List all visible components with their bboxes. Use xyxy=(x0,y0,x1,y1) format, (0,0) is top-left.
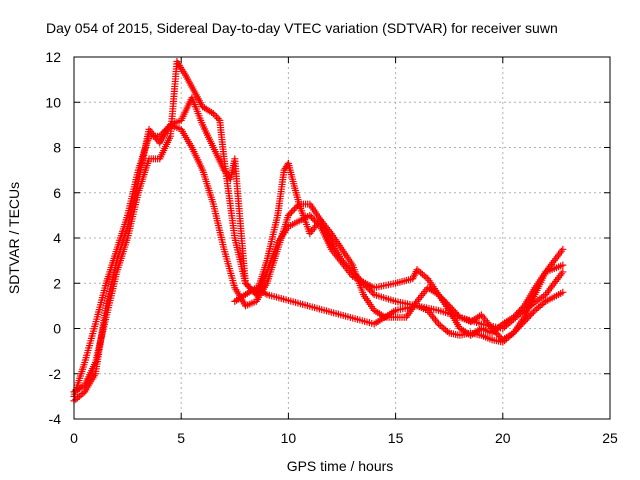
data-point-marker xyxy=(496,333,504,341)
data-point-marker xyxy=(209,110,217,118)
data-point-marker xyxy=(514,324,522,332)
data-point-marker xyxy=(510,313,518,321)
x-tick-label: 0 xyxy=(70,430,78,446)
data-point-marker xyxy=(286,210,294,218)
data-point-marker xyxy=(528,310,536,318)
data-point-marker xyxy=(513,310,521,318)
data-point-marker xyxy=(242,279,250,287)
data-point-marker xyxy=(287,208,295,216)
y-axis-label: SDTVAR / TECUs xyxy=(6,182,22,294)
series-track-b xyxy=(70,58,567,396)
chart-title: Day 054 of 2015, Sidereal Day-to-day VTE… xyxy=(46,20,558,36)
data-point-marker xyxy=(513,326,521,334)
x-tick-label: 10 xyxy=(281,430,297,446)
x-axis-label: GPS time / hours xyxy=(287,458,394,474)
data-point-marker xyxy=(214,115,222,123)
x-tick-label: 5 xyxy=(177,430,185,446)
data-point-marker xyxy=(511,327,519,335)
y-tick-label: 2 xyxy=(53,275,61,291)
grid xyxy=(74,57,610,419)
data-point-marker xyxy=(291,205,299,213)
data-point-marker xyxy=(213,113,221,121)
data-point-marker xyxy=(454,312,462,320)
x-tick-labels: 0 5 10 15 20 25 xyxy=(70,430,618,446)
data-point-marker xyxy=(510,329,518,337)
data-point-marker xyxy=(523,314,531,322)
data-point-marker xyxy=(525,313,533,321)
data-point-marker xyxy=(559,268,567,276)
data-point-marker xyxy=(519,303,527,311)
data-point-marker xyxy=(289,207,297,215)
data-point-marker xyxy=(511,312,519,320)
data-point-marker xyxy=(494,331,502,339)
y-tick-label: 6 xyxy=(53,185,61,201)
data-point-marker xyxy=(516,307,524,315)
y-tick-label: -2 xyxy=(49,366,62,382)
data-points xyxy=(70,58,567,405)
y-tick-label: 8 xyxy=(53,140,61,156)
data-point-marker xyxy=(516,323,524,331)
data-point-marker xyxy=(526,311,534,319)
data-point-marker xyxy=(522,316,530,324)
series-track-d xyxy=(231,284,567,346)
data-point-marker xyxy=(520,318,528,326)
data-point-marker xyxy=(292,203,300,211)
data-point-marker xyxy=(243,281,251,289)
data-point-marker xyxy=(369,289,377,297)
data-point-marker xyxy=(310,216,318,224)
plot-frame xyxy=(73,56,611,420)
y-tick-labels: -4 -2 0 2 4 6 8 10 12 xyxy=(45,49,61,427)
data-point-marker xyxy=(519,319,527,327)
data-point-marker xyxy=(284,211,292,219)
data-point-marker xyxy=(514,308,522,316)
x-tick-label: 15 xyxy=(388,430,404,446)
data-point-marker xyxy=(559,261,567,269)
data-point-marker xyxy=(529,308,537,316)
y-tick-label: 10 xyxy=(45,94,61,110)
data-point-marker xyxy=(211,111,219,119)
data-point-marker xyxy=(307,213,315,221)
data-point-marker xyxy=(306,211,314,219)
data-point-marker xyxy=(559,288,567,296)
data-point-marker xyxy=(517,321,525,329)
y-tick-label: 4 xyxy=(53,230,61,246)
y-tick-label: 0 xyxy=(53,321,61,337)
y-tick-label: 12 xyxy=(45,49,61,65)
x-tick-label: 25 xyxy=(602,430,618,446)
data-point-marker xyxy=(309,215,317,223)
data-point-marker xyxy=(559,245,567,253)
x-tick-label: 20 xyxy=(495,430,511,446)
data-point-marker xyxy=(367,287,375,295)
series-track-c xyxy=(70,94,567,405)
data-point-marker xyxy=(517,305,525,313)
y-tick-label: -4 xyxy=(49,411,62,427)
